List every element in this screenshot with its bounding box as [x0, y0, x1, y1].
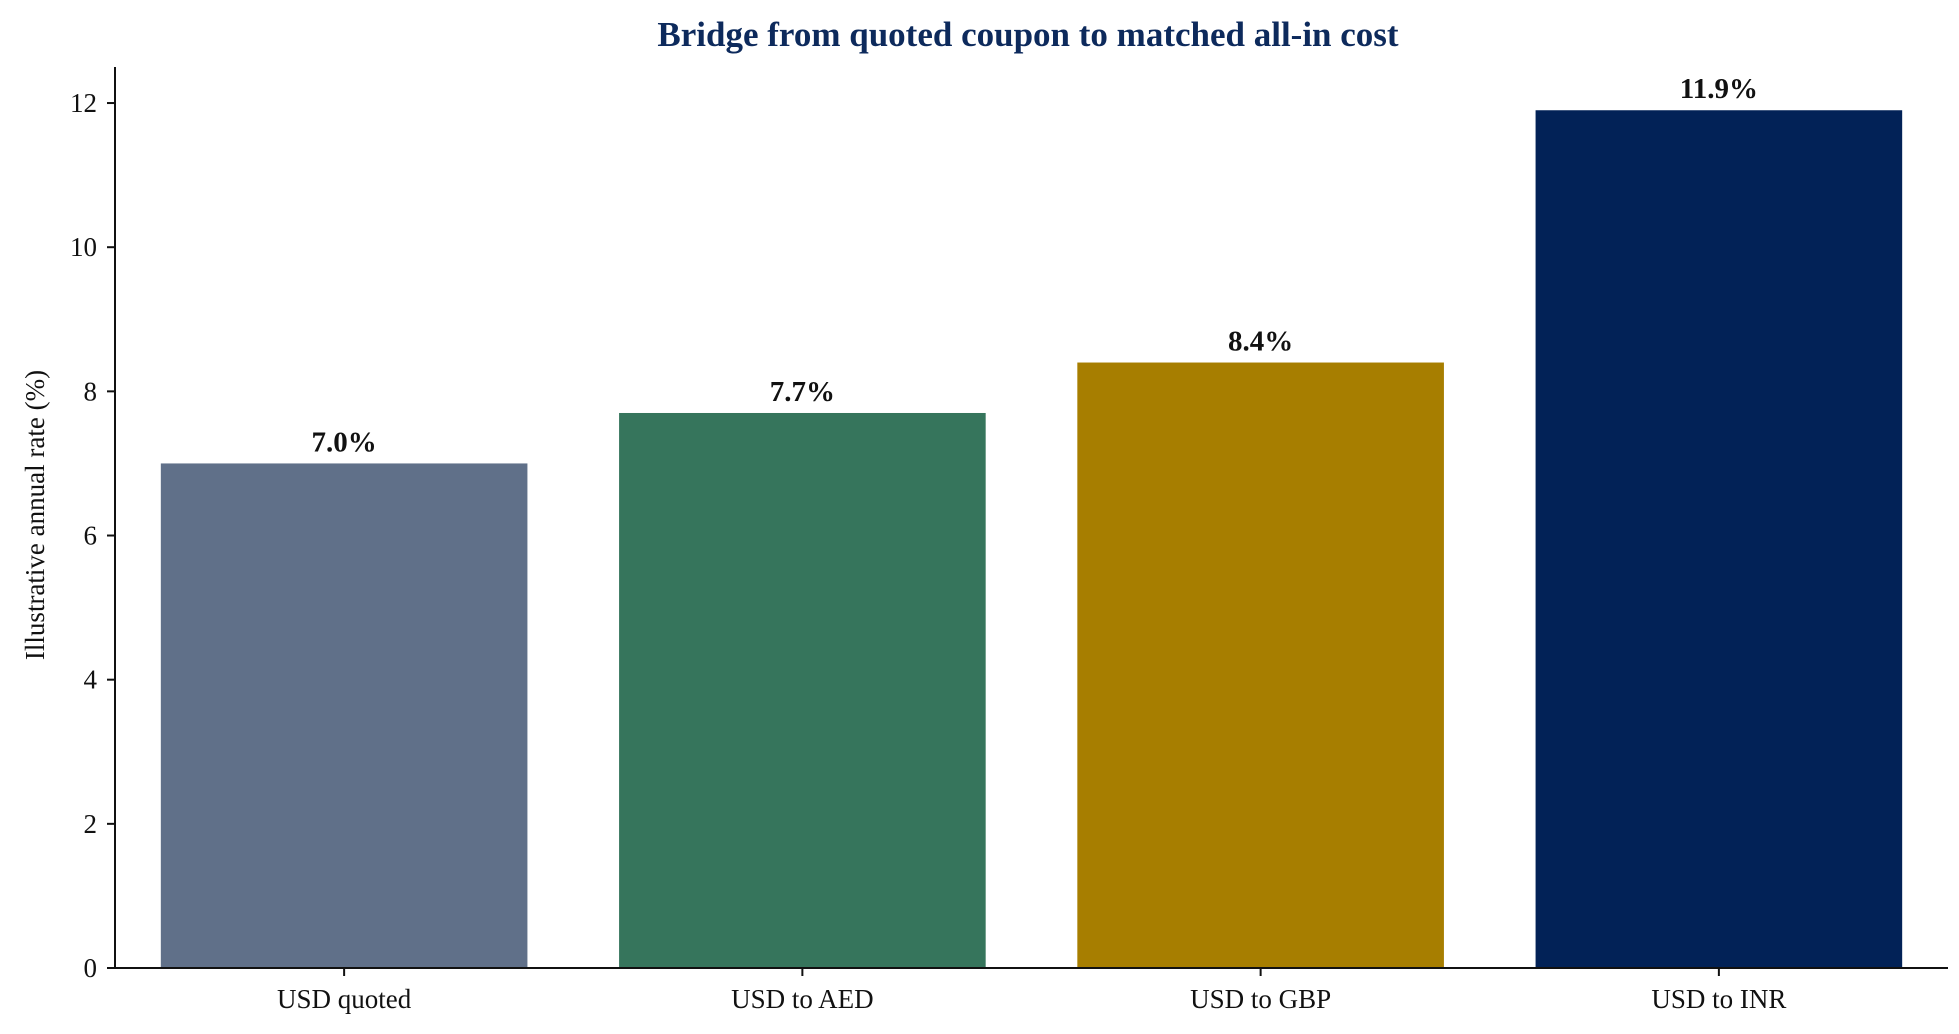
y-tick-label: 6 [84, 521, 98, 551]
y-tick-label: 4 [84, 665, 98, 695]
bar [1077, 362, 1444, 968]
y-tick-label: 2 [84, 809, 98, 839]
x-tick-label: USD to AED [731, 984, 874, 1014]
x-tick-label: USD to INR [1651, 984, 1786, 1014]
y-tick-label: 12 [70, 88, 97, 118]
x-axis: USD quoted USD to AED USD to GBP USD to INR [115, 967, 1948, 1014]
bars-layer [160, 110, 1903, 969]
chart-title: Bridge from quoted coupon to matched all… [657, 15, 1398, 54]
data-label: 11.9% [1680, 73, 1758, 105]
data-label: 7.7% [770, 376, 835, 408]
data-label: 8.4% [1228, 326, 1293, 358]
bar [619, 412, 986, 968]
bar [160, 463, 528, 968]
data-labels-layer: 7.0% 7.7% 8.4% 11.9% [312, 73, 1758, 458]
x-tick-label: USD to GBP [1190, 984, 1331, 1014]
y-tick-label: 0 [84, 953, 98, 983]
y-axis-label: Illustrative annual rate (%) [20, 370, 50, 660]
y-tick-label: 10 [70, 232, 97, 262]
y-tick-label: 8 [84, 376, 98, 406]
data-label: 7.0% [312, 426, 377, 458]
bar [1535, 110, 1903, 969]
y-axis: 0 2 4 6 8 10 12 [70, 67, 116, 983]
x-tick-label: USD quoted [277, 984, 412, 1014]
